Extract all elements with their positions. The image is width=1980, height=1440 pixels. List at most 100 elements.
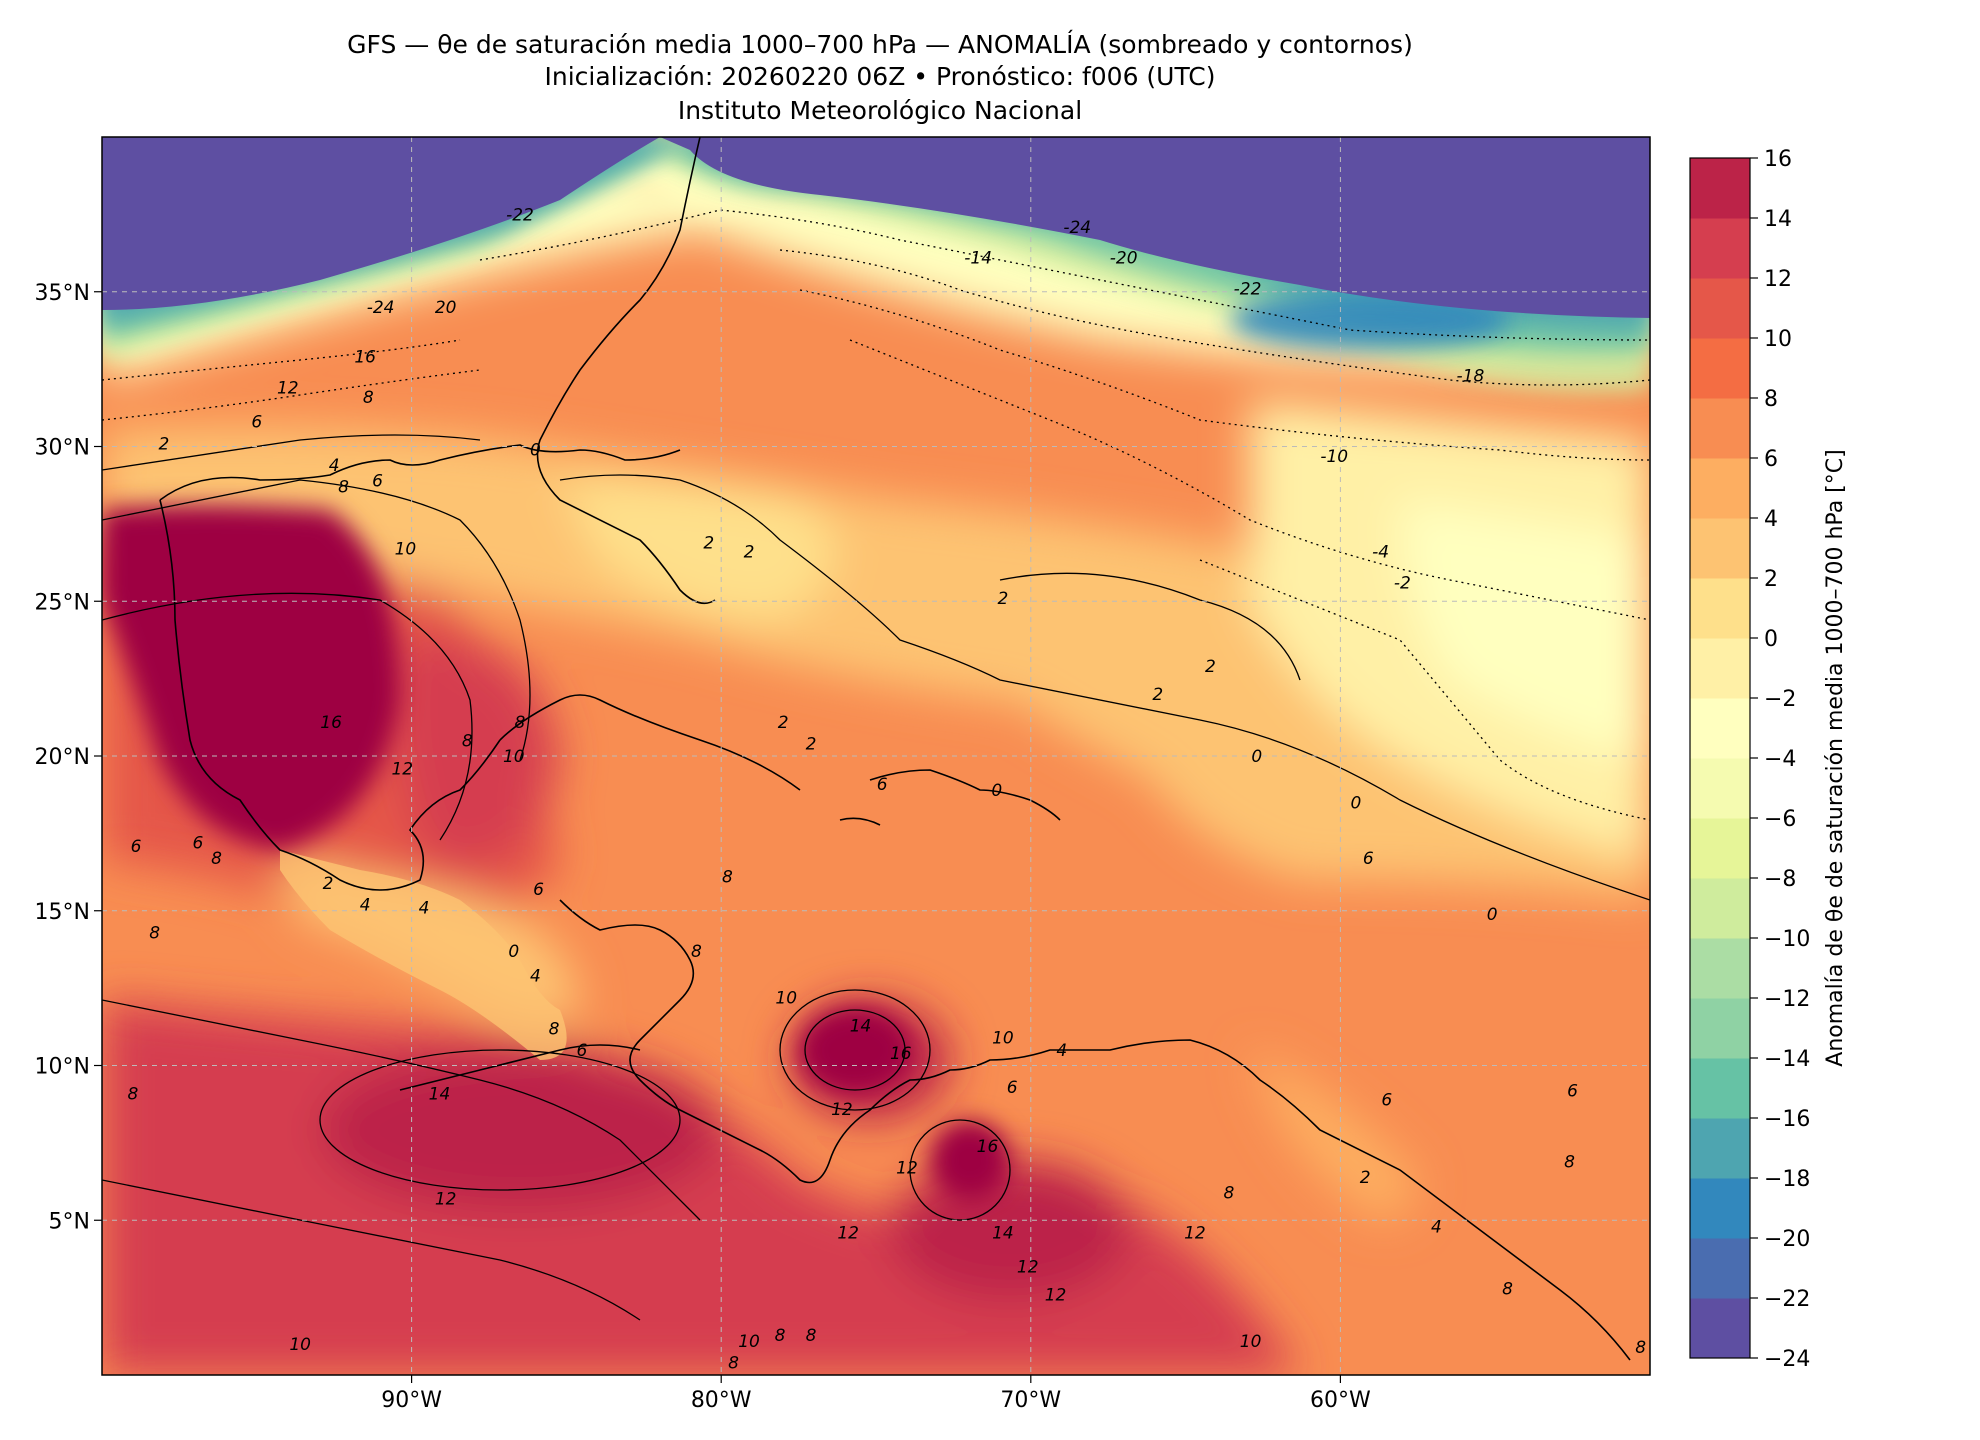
colorbar-segment [1690,758,1750,819]
contour-label: 2 [1152,685,1163,705]
colorbar-tick-label: −8 [1764,867,1796,892]
colorbar-tick-label: 10 [1764,327,1792,352]
colorbar: −24−22−20−18−16−14−12−10−8−6−4−202468101… [1689,147,1848,1372]
contour-label: 2 [159,434,170,454]
colorbar-tick-label: −10 [1764,927,1810,952]
colorbar-segment [1690,398,1750,459]
coldest-region [102,137,1650,318]
y-tick-label: 20°N [35,745,90,770]
contour-label: 6 [193,834,204,854]
colorbar-segment [1690,338,1750,399]
contour-neg-f [849,339,1650,621]
colorbar-tick-label: 8 [1764,387,1778,412]
colorbar-segment [1690,278,1750,339]
gulf-coast [159,444,681,501]
contour-label: 8 [691,942,702,962]
colorbar-tick-label: −22 [1764,1287,1810,1312]
colorbar-ticks: −24−22−20−18−16−14−12−10−8−6−4−202468101… [1750,147,1810,1372]
colorbar-segment [1690,1298,1750,1359]
contour-label: 10 [775,988,797,1008]
colorbar-segments [1690,158,1750,1359]
contour-label: 6 [251,413,262,433]
colorbar-tick-label: −2 [1764,687,1796,712]
contour-label: 2 [1360,1168,1371,1188]
contour-label: 8 [1564,1152,1575,1172]
title-line-3: Instituto Meteorológico Nacional [677,96,1083,125]
colorbar-tick-label: 6 [1764,447,1778,472]
contour-label: -18 [1457,366,1485,386]
colorbar-segment [1690,1178,1750,1239]
y-tick-label: 15°N [35,900,90,925]
colorbar-tick-label: −6 [1764,807,1796,832]
contour-pos-g [999,572,1301,681]
contour-label: 4 [419,899,430,919]
colorbar-tick-label: −18 [1764,1167,1810,1192]
x-tick-label: 60°W [1310,1388,1371,1413]
colorbar-tick-label: −20 [1764,1227,1810,1252]
colorbar-segment [1690,578,1750,639]
x-tick-label: 90°W [381,1388,442,1413]
contour-label: 20 [435,298,457,318]
anomaly-contours [102,209,1650,1321]
contour-label: 6 [1567,1081,1578,1101]
contour-label: 4 [360,896,371,916]
contour-neg-c [479,209,1650,341]
contour-label: 6 [576,1041,587,1061]
colorbar-tick-label: −16 [1764,1107,1810,1132]
contour-label: 4 [530,967,541,987]
colorbar-segment [1690,158,1750,219]
colorbar-tick-label: 12 [1764,267,1792,292]
contour-label: 8 [1502,1279,1513,1299]
contour-label: 10 [289,1335,311,1355]
contour-neg-a [102,339,461,381]
cuba [499,694,801,791]
gridlines [102,137,1650,1375]
contour-high-1 [804,1009,906,1091]
contour-label: 12 [391,759,413,779]
colorbar-tick-label: 2 [1764,567,1778,592]
colorbar-segment [1690,1238,1750,1299]
colorbar-segment [1690,1118,1750,1179]
x-tick-label: 70°W [1000,1388,1061,1413]
contour-pos-f [102,1179,641,1321]
contour-pos-a [102,434,481,471]
colorbar-tick-label: 16 [1764,147,1792,172]
field-blobs [102,170,1650,1375]
contour-label: 0 [1350,793,1361,813]
colorbar-tick-label: −4 [1764,747,1796,772]
contour-label: -24 [367,298,395,318]
contour-label: 0 [530,441,541,461]
contour-label: 14 [992,1224,1014,1244]
contour-label: 14 [850,1016,872,1036]
contour-label: 8 [211,849,222,869]
contour-label: 12 [896,1159,918,1179]
contour-label: 8 [775,1326,786,1346]
contour-label: 6 [1363,849,1374,869]
contour-label: 0 [508,942,519,962]
pacific-central-america [399,1044,641,1091]
contour-label: -22 [506,205,534,225]
contour-label: 2 [778,713,789,733]
colorbar-segment [1690,1058,1750,1119]
central-america-highlands [280,850,567,1060]
contour-label: 8 [363,388,374,408]
contour-label: 2 [744,543,755,563]
contour-label: 4 [329,456,340,476]
contour-label: 16 [890,1044,912,1064]
contour-label: 10 [738,1332,760,1352]
colorbar-tick-label: −24 [1764,1347,1810,1372]
contour-label: 8 [149,923,160,943]
colorbar-tick-label: 14 [1764,207,1792,232]
contour-label: 6 [372,472,383,492]
contour-label: 6 [131,837,142,857]
colorbar-segment [1690,698,1750,759]
contour-label: 0 [1487,905,1498,925]
contour-label: 12 [1184,1224,1206,1244]
axis-ticks: 90°W 80°W 70°W 60°W35°N30°N25°N20°N15°N10°N… [35,281,1371,1413]
contour-label: 8 [806,1326,817,1346]
contour-high-3 [909,1119,1011,1221]
contour-pos-b [102,479,531,761]
title-line-2: Inicialización: 20260220 06Z • Pronóstic… [544,62,1216,91]
